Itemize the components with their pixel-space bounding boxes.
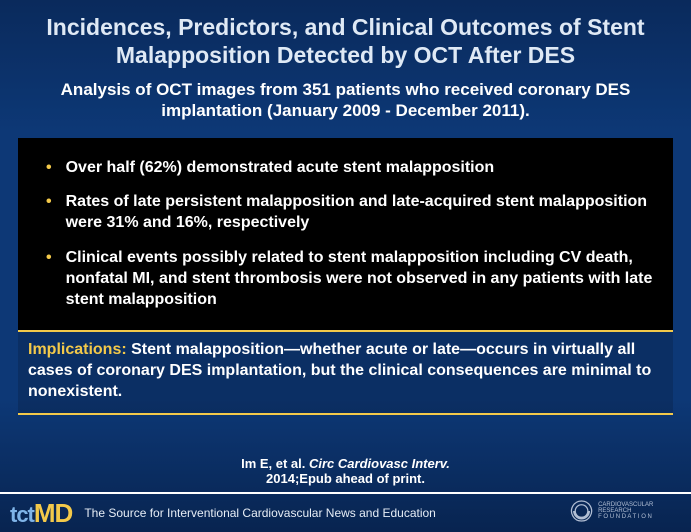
bullet-text: Clinical events possibly related to sten…	[66, 248, 655, 310]
citation-rest: 2014;Epub ahead of print.	[266, 471, 425, 486]
bullet-text: Over half (62%) demonstrated acute stent…	[66, 158, 495, 179]
slide-container: Incidences, Predictors, and Clinical Out…	[0, 0, 691, 532]
bullet-item: • Clinical events possibly related to st…	[46, 248, 655, 310]
slide-title: Incidences, Predictors, and Clinical Out…	[0, 0, 691, 75]
citation-journal: Circ Cardiovasc Interv.	[309, 456, 450, 471]
bullet-item: • Rates of late persistent malapposition…	[46, 192, 655, 234]
crf-logo-text: CARDIOVASCULAR RESEARCH F O U N D A T I …	[598, 502, 679, 520]
citation-authors: Im E, et al.	[241, 456, 309, 471]
bullet-item: • Over half (62%) demonstrated acute ste…	[46, 158, 655, 179]
crf-line2: F O U N D A T I O N	[598, 514, 679, 520]
slide-subtitle: Analysis of OCT images from 351 patients…	[0, 75, 691, 132]
bullet-dot-icon: •	[46, 248, 52, 269]
crf-line1: CARDIOVASCULAR RESEARCH	[598, 502, 679, 514]
footer-tagline: The Source for Interventional Cardiovasc…	[84, 506, 436, 520]
bullet-text: Rates of late persistent malapposition a…	[66, 192, 655, 234]
logo-part-tct: tct	[10, 502, 34, 528]
bullet-dot-icon: •	[46, 192, 52, 213]
implications-box: Implications: Stent malapposition—whethe…	[18, 330, 673, 414]
logo-part-md: MD	[34, 498, 72, 529]
tctmd-logo: tctMD	[10, 498, 72, 529]
citation: Im E, et al. Circ Cardiovasc Interv. 201…	[0, 456, 691, 486]
implications-label: Implications:	[28, 341, 127, 358]
bullet-dot-icon: •	[46, 158, 52, 179]
bullets-box: • Over half (62%) demonstrated acute ste…	[18, 138, 673, 331]
crf-logo: CARDIOVASCULAR RESEARCH F O U N D A T I …	[569, 496, 679, 526]
footer-bar: tctMD The Source for Interventional Card…	[0, 492, 691, 532]
crf-swirl-icon	[569, 497, 594, 525]
